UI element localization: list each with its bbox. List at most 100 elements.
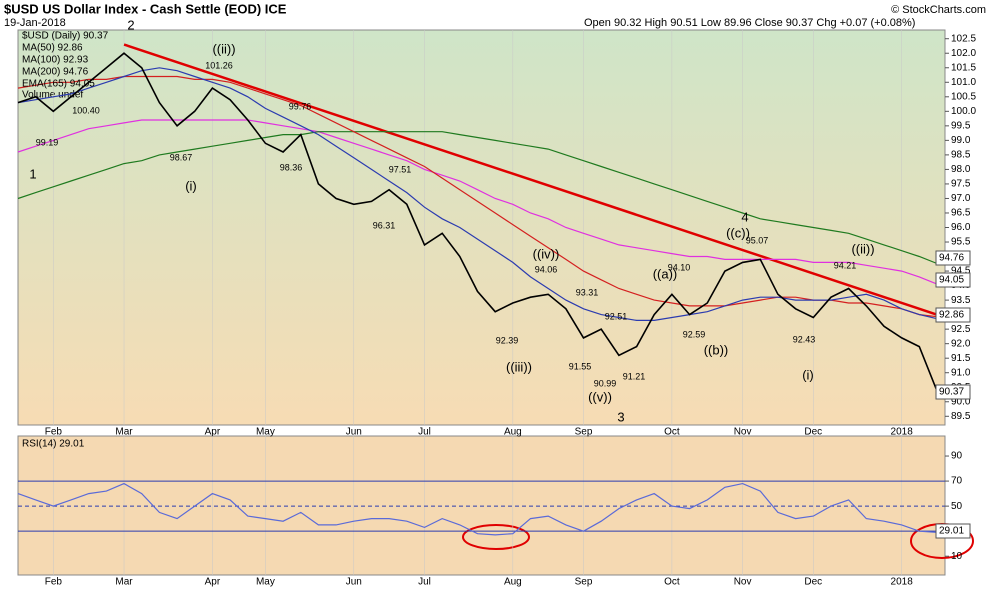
price-label: 92.59 [683,329,706,339]
line [17,75,938,318]
price-label: 100.40 [72,105,100,115]
x-tick-label: 2018 [891,427,914,438]
y-tick-label: 97.5 [951,179,971,190]
y-tick-label: 98.0 [951,164,971,175]
wave-label: (i) [185,178,197,193]
y-tick-label: 92.0 [951,338,971,349]
value-box [935,307,971,323]
x-tick-label: Aug [504,577,522,588]
y-tick-label: 96.5 [951,208,971,219]
value-box-label: 29.01 [939,526,964,537]
wave-label: ((iv)) [533,246,560,261]
price-label: 93.31 [576,287,599,297]
wave-label: ((iii)) [506,359,532,374]
price-label: 92.39 [496,335,519,345]
y-tick-label: 95.5 [951,237,971,248]
price-label: 91.21 [623,371,646,381]
value-box-label: 94.05 [939,275,964,286]
y-tick-label: 99.0 [951,135,971,146]
price-label: 91.55 [569,361,592,371]
rsi-panel [17,435,946,576]
x-tick-label: Dec [804,577,822,588]
y-tick-label: 91.5 [951,353,971,364]
wave-label: 3 [617,409,624,424]
x-tick-label: Jul [418,577,431,588]
value-box [935,272,971,288]
wave-label: 2 [127,17,134,32]
x-tick-label: Oct [664,577,680,588]
y-tick-label: 97.0 [951,193,971,204]
x-tick-label: Sep [575,427,593,438]
price-label: 92.51 [605,311,628,321]
x-tick-label: Feb [45,427,63,438]
credit: © StockCharts.com [891,4,986,16]
y-tick-label: 90 [951,451,963,462]
price-label: 94.10 [668,262,691,272]
wave-label: ((v)) [588,389,612,404]
price-label: 99.19 [36,137,59,147]
y-tick-label: 99.5 [951,120,971,131]
value-box-label: 94.76 [939,253,964,264]
legend-entry: $USD (Daily) 90.37 [22,31,109,42]
x-tick-label: Mar [115,577,133,588]
value-box [935,523,971,539]
y-tick-label: 92.5 [951,324,971,335]
price-label: 95.07 [746,235,769,245]
price-label: 96.31 [373,220,396,230]
y-tick-label: 101.0 [951,77,976,88]
x-tick-label: May [256,427,275,438]
wave-label: 1 [29,166,36,181]
value-box-label: 90.37 [939,387,964,398]
x-tick-label: Oct [664,427,680,438]
date: 19-Jan-2018 [4,17,66,29]
quote: Open 90.32 High 90.51 Low 89.96 Close 90… [584,17,915,29]
x-tick-label: Mar [115,427,133,438]
y-tick-label: 98.5 [951,150,971,161]
x-tick-label: May [256,577,275,588]
wave-label: ((b)) [704,342,729,357]
y-tick-label: 89.5 [951,411,971,422]
x-tick-label: Aug [504,427,522,438]
x-tick-label: Dec [804,427,822,438]
y-tick-label: 102.5 [951,33,976,44]
price-label: 97.51 [389,164,412,174]
y-tick-label: 96.0 [951,222,971,233]
price-label: 101.26 [205,60,233,70]
y-tick-label: 101.5 [951,62,976,73]
wave-label: ((ii)) [212,41,235,56]
y-tick-label: 70 [951,476,963,487]
legend-entry: MA(200) 94.76 [22,67,89,78]
trendline [123,43,938,316]
panel-title: RSI(14) 29.01 [22,439,85,450]
wave-label: ((a)) [653,266,678,281]
x-tick-label: Nov [734,427,752,438]
x-tick-label: Jul [418,427,431,438]
line [17,131,938,265]
price-panel [17,29,946,426]
y-tick-label: 93.5 [951,295,971,306]
value-box-label: 92.86 [939,310,964,321]
x-tick-label: Apr [205,577,221,588]
price-label: 90.99 [594,378,617,388]
price-label: 92.43 [793,334,816,344]
y-tick-label: 90.0 [951,396,971,407]
y-tick-label: 91.0 [951,367,971,378]
y-tick-label: 50 [951,501,963,512]
y-tick-label: 94.5 [951,266,971,277]
x-tick-label: 2018 [891,577,914,588]
price-label: 98.36 [280,162,303,172]
value-box [935,250,971,266]
wave-label: 4 [741,209,748,224]
legend-entry: MA(100) 92.93 [22,55,89,66]
highlight [462,524,530,550]
price-label: 99.76 [289,101,312,111]
wave-label: (i) [802,367,814,382]
y-tick-label: 100.5 [951,91,976,102]
price-label: 94.06 [535,264,558,274]
x-tick-label: Sep [575,577,593,588]
volume-label: Volume undef [22,90,83,101]
value-box [935,384,971,400]
y-tick-label: 100.0 [951,106,976,117]
